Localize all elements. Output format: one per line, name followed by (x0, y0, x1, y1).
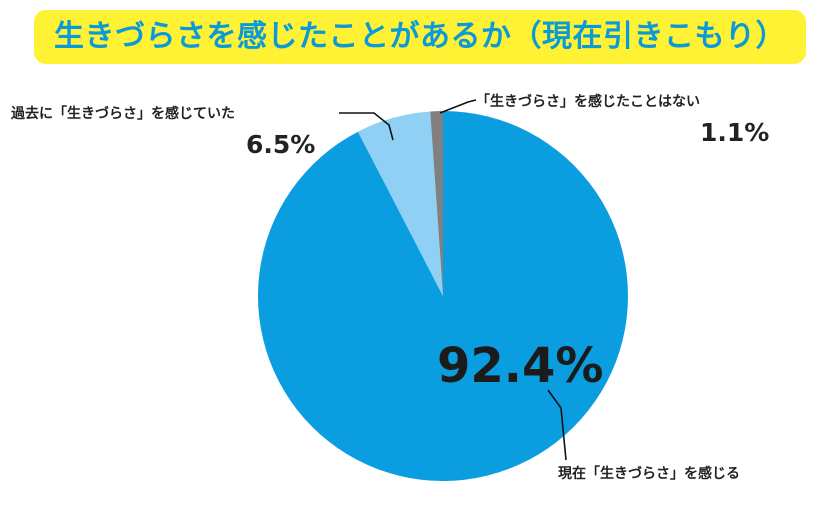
slice-value-1: 92.4% (437, 338, 604, 394)
leader-line-3 (439, 99, 477, 114)
chart-title: 生きづらさを感じたことがあるか（現在引きこもり） (54, 19, 786, 54)
slice-label-1: 現在「生きづらさ」を感じる (558, 466, 740, 482)
slice-value-3: 1.1% (700, 118, 770, 147)
leader-line-2 (339, 112, 394, 141)
leader-line-1 (547, 389, 567, 461)
slice-value-2: 6.5% (246, 130, 316, 159)
pie-slice-1 (257, 111, 628, 481)
slice-label-2: 過去に「生きづらさ」を感じていた (11, 106, 235, 122)
slice-label-3: 「生きづらさ」を感じたことはない (476, 94, 700, 110)
leader-lines (339, 99, 567, 461)
pie-slice-2 (357, 111, 443, 296)
pie-slices (257, 111, 628, 481)
title-banner: 生きづらさを感じたことがあるか（現在引きこもり） (34, 10, 806, 64)
pie-slice-3 (430, 111, 443, 296)
